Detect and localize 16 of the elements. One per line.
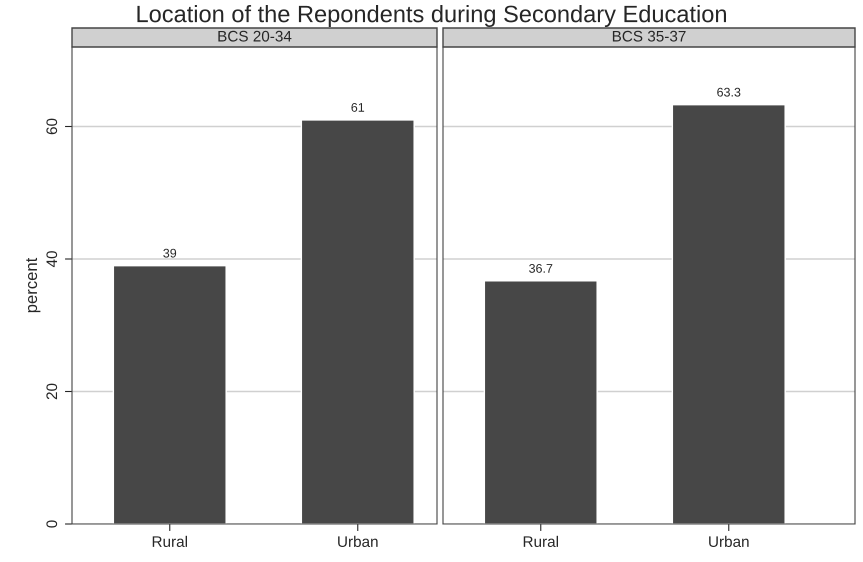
y-tick-label: 60 [46,118,58,134]
x-tick-label: Rural [152,536,187,548]
y-axis-title: percent [26,258,40,312]
chart-subtitle: BCS 35-37 [612,30,686,42]
data-label: 63.3 [717,88,740,97]
y-tick-label: 0 [46,520,58,528]
data-label: 61 [351,102,364,112]
chart-title: Location of the Repondents during Secondary Education [137,4,726,28]
y-tick-label: 20 [46,384,58,400]
x-tick-label: Urban [338,536,378,548]
chart-subtitle: BCS 20-34 [218,30,292,42]
y-tick-label: 40 [46,251,58,268]
x-tick-label: Rural [524,536,558,548]
x-tick-label: Urban [709,536,749,548]
data-label: 39 [163,248,176,258]
data-label: 36.7 [529,264,552,273]
